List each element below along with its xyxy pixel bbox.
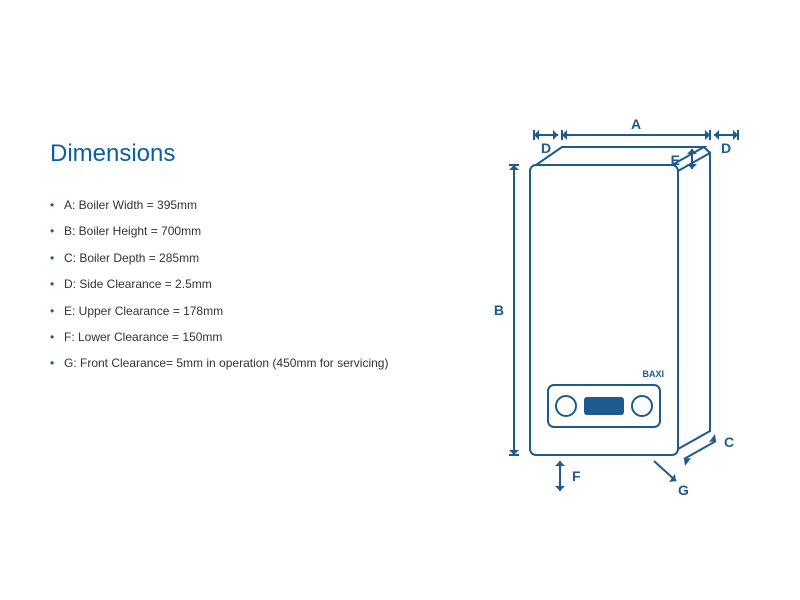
svg-text:D: D bbox=[541, 140, 551, 156]
svg-text:D: D bbox=[721, 140, 731, 156]
svg-text:C: C bbox=[724, 434, 734, 450]
svg-text:E: E bbox=[671, 152, 680, 168]
dimensions-list: A: Boiler Width = 395mm B: Boiler Height… bbox=[50, 192, 460, 377]
boiler-diagram: BAXI A D D E B F C G bbox=[460, 90, 750, 560]
svg-text:B: B bbox=[494, 302, 504, 318]
dimensions-title: Dimensions bbox=[50, 140, 460, 168]
svg-text:A: A bbox=[631, 116, 641, 132]
list-item: C: Boiler Depth = 285mm bbox=[50, 245, 460, 271]
list-item: A: Boiler Width = 395mm bbox=[50, 192, 460, 218]
svg-text:F: F bbox=[572, 468, 581, 484]
list-item: F: Lower Clearance = 150mm bbox=[50, 324, 460, 350]
list-item: E: Upper Clearance = 178mm bbox=[50, 298, 460, 324]
list-item: B: Boiler Height = 700mm bbox=[50, 218, 460, 244]
list-item: G: Front Clearance= 5mm in operation (45… bbox=[50, 350, 460, 376]
svg-text:G: G bbox=[678, 482, 689, 498]
svg-text:BAXI: BAXI bbox=[642, 369, 664, 379]
list-item: D: Side Clearance = 2.5mm bbox=[50, 271, 460, 297]
